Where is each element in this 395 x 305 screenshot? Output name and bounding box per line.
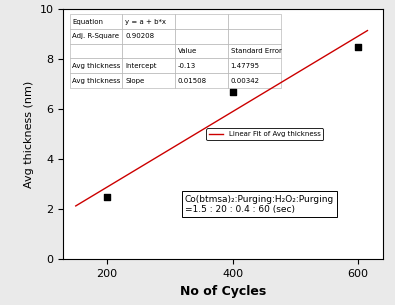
Point [355, 44, 361, 49]
Y-axis label: Avg thickness (nm): Avg thickness (nm) [24, 81, 34, 188]
Legend: Linear Fit of Avg thickness: Linear Fit of Avg thickness [206, 128, 323, 140]
X-axis label: No of Cycles: No of Cycles [180, 285, 266, 298]
Text: Co(btmsa)₂:Purging:H₂O₂:Purging
=1.5 : 20 : 0.4 : 60 (sec): Co(btmsa)₂:Purging:H₂O₂:Purging =1.5 : 2… [185, 195, 334, 214]
Point [104, 194, 110, 199]
Point [229, 89, 236, 94]
